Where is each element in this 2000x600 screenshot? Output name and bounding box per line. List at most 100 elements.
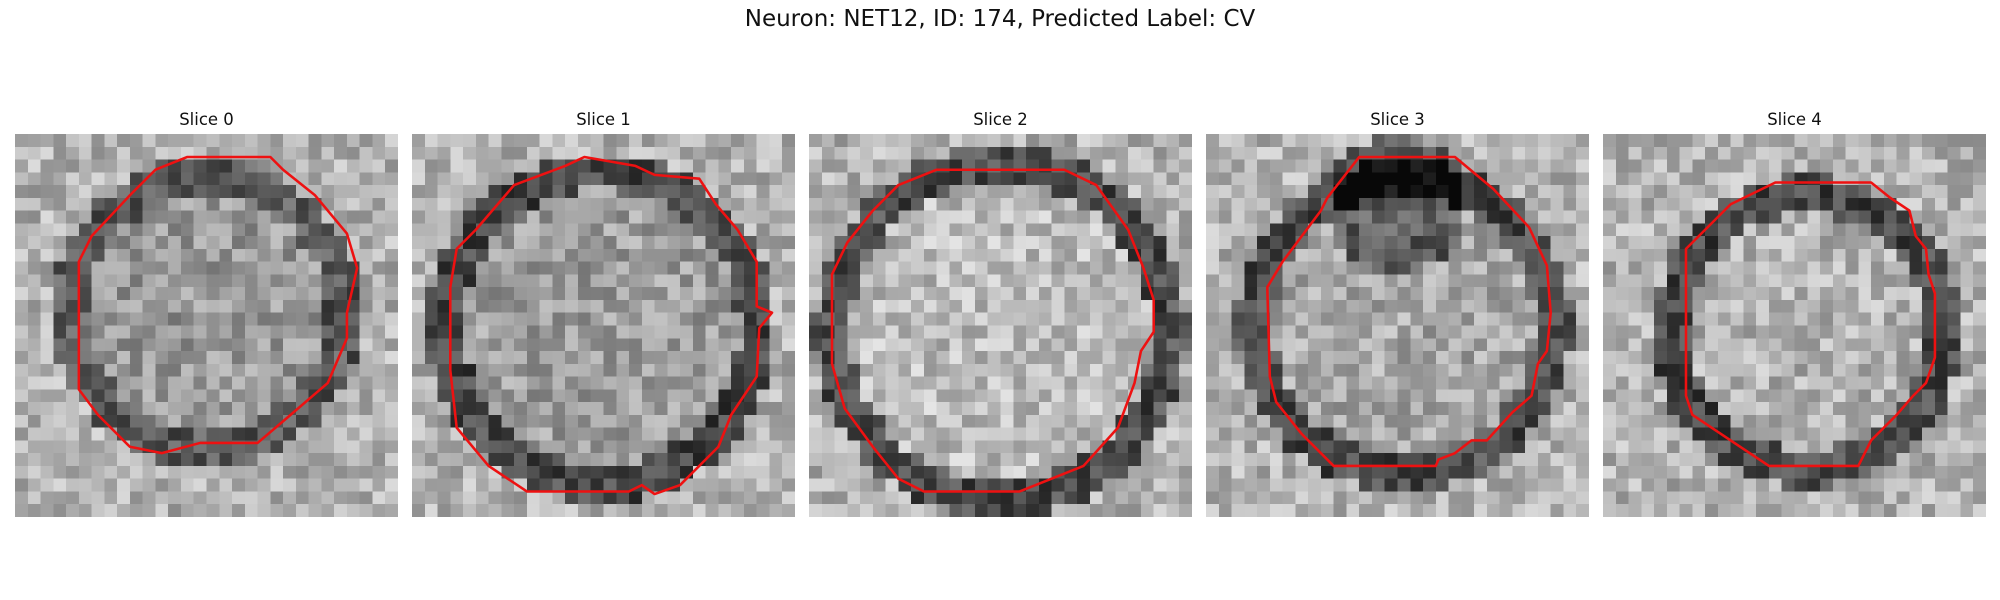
- pixel: [283, 478, 297, 492]
- pixel: [412, 453, 426, 467]
- pixel: [1308, 248, 1322, 262]
- pixel: [244, 274, 258, 288]
- pixel: [1654, 223, 1668, 237]
- pixel: [1359, 159, 1373, 173]
- pixel: [743, 453, 757, 467]
- pixel: [1692, 261, 1706, 275]
- pixel: [385, 197, 398, 211]
- pixel: [769, 197, 783, 211]
- pixel: [1947, 402, 1961, 416]
- pixel: [1448, 248, 1462, 262]
- pixel: [295, 478, 309, 492]
- pixel: [860, 248, 874, 262]
- pixel: [1845, 159, 1859, 173]
- pixel: [1269, 299, 1283, 313]
- pixel: [1525, 504, 1539, 517]
- pixel: [898, 134, 912, 148]
- pixel: [437, 351, 451, 365]
- pixel: [1051, 338, 1065, 352]
- pixel: [923, 185, 937, 199]
- pixel: [53, 223, 67, 237]
- pixel: [1807, 478, 1821, 492]
- pixel: [834, 478, 848, 492]
- pixel: [1960, 491, 1974, 505]
- pixel: [1435, 363, 1449, 377]
- pixel: [1371, 197, 1385, 211]
- pixel: [308, 504, 322, 517]
- pixel: [117, 402, 131, 416]
- pixel: [424, 453, 438, 467]
- pixel: [782, 236, 795, 250]
- pixel: [359, 351, 373, 365]
- pixel: [283, 210, 297, 224]
- pixel: [1115, 453, 1129, 467]
- pixel: [1333, 363, 1347, 377]
- pixel: [565, 338, 579, 352]
- pixel: [565, 325, 579, 339]
- pixel: [1909, 363, 1923, 377]
- pixel: [1883, 504, 1897, 517]
- pixel: [193, 210, 207, 224]
- pixel: [1603, 351, 1617, 365]
- pixel: [1371, 491, 1385, 505]
- pixel: [66, 389, 80, 403]
- pixel: [769, 159, 783, 173]
- pixel: [821, 491, 835, 505]
- pixel: [692, 440, 706, 454]
- pixel: [1474, 274, 1488, 288]
- pixel: [1089, 299, 1103, 313]
- pixel: [372, 465, 386, 479]
- pixel: [847, 402, 861, 416]
- pixel: [40, 134, 54, 148]
- pixel: [526, 414, 540, 428]
- pixel: [334, 325, 348, 339]
- pixel: [949, 274, 963, 288]
- pixel: [949, 504, 963, 517]
- pixel: [1845, 236, 1859, 250]
- pixel: [475, 491, 489, 505]
- pixel: [232, 414, 246, 428]
- pixel: [1550, 197, 1564, 211]
- pixel: [1858, 351, 1872, 365]
- pixel: [1051, 453, 1065, 467]
- pixel: [1333, 274, 1347, 288]
- pixel: [1717, 210, 1731, 224]
- pixel: [40, 248, 54, 262]
- pixel: [1550, 299, 1564, 313]
- pixel: [78, 197, 92, 211]
- pixel: [1206, 427, 1220, 441]
- pixel: [1397, 210, 1411, 224]
- pixel: [91, 248, 105, 262]
- pixel: [1705, 478, 1719, 492]
- pixel: [1960, 223, 1974, 237]
- pixel: [962, 274, 976, 288]
- pixel: [1499, 427, 1513, 441]
- pixel: [488, 389, 502, 403]
- pixel: [834, 146, 848, 160]
- pixel: [1102, 299, 1116, 313]
- slice-title-4: Slice 4: [1767, 110, 1822, 129]
- pixel: [1384, 402, 1398, 416]
- pixel: [1807, 261, 1821, 275]
- pixel: [923, 274, 937, 288]
- pixel: [1973, 146, 1986, 160]
- pixel: [1807, 338, 1821, 352]
- pixel: [1257, 223, 1271, 237]
- pixel: [1423, 172, 1437, 186]
- pixel: [1909, 351, 1923, 365]
- pixel: [1934, 197, 1948, 211]
- pixel: [1218, 210, 1232, 224]
- pixel: [1499, 389, 1513, 403]
- pixel: [731, 338, 745, 352]
- pixel: [1499, 465, 1513, 479]
- pixel: [475, 287, 489, 301]
- pixel: [1743, 504, 1757, 517]
- pixel: [1730, 185, 1744, 199]
- pixel: [769, 376, 783, 390]
- pixel: [1973, 453, 1986, 467]
- pixel: [270, 453, 284, 467]
- pixel: [1269, 134, 1283, 148]
- pixel: [1934, 504, 1948, 517]
- pixel: [142, 261, 156, 275]
- pixel: [463, 274, 477, 288]
